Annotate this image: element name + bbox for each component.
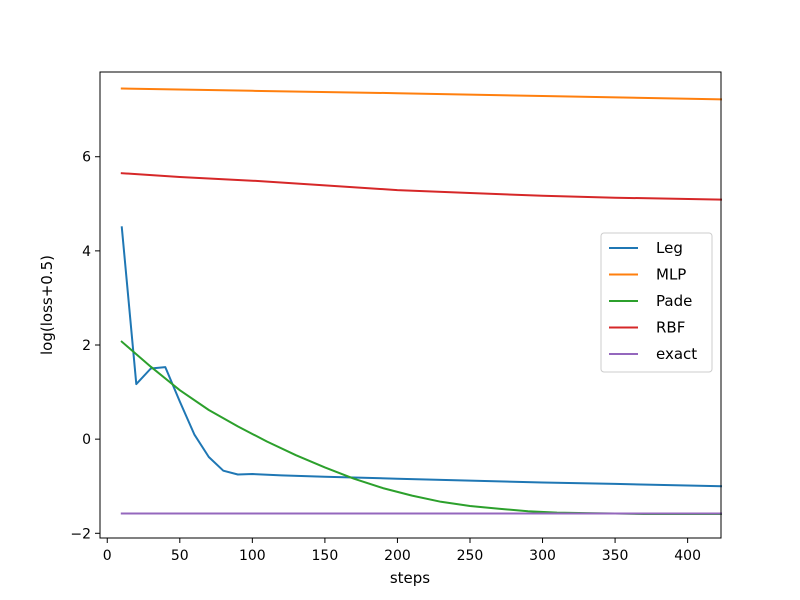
legend-label-mlp: MLP [656, 266, 686, 284]
x-tick-label: 350 [602, 548, 629, 564]
legend-label-exact: exact [656, 345, 697, 363]
x-axis-ticks: 0 50 100 150 200 250 300 350 400 [103, 538, 701, 564]
legend-label-rbf: RBF [656, 319, 685, 337]
x-tick-label: 0 [103, 548, 112, 564]
series-line-rbf [120, 172, 723, 201]
x-tick-label: 250 [457, 548, 484, 564]
x-tick-label: 400 [674, 548, 701, 564]
plot-frame [99, 71, 722, 539]
y-tick-label: 2 [82, 338, 91, 354]
y-axis-ticks: −2 0 2 4 6 [70, 150, 100, 542]
x-tick-label: 200 [384, 548, 411, 564]
y-axis-label: log(loss+0.5) [38, 255, 56, 355]
legend-label-pade: Pade [656, 292, 692, 310]
y-tick-label: −2 [70, 526, 91, 542]
series-layer [120, 87, 723, 515]
x-tick-label: 100 [239, 548, 266, 564]
legend: Leg MLP Pade RBF exact [600, 232, 713, 373]
x-axis-label: steps [390, 569, 430, 587]
series-line-leg [120, 226, 723, 488]
x-tick-label: 50 [171, 548, 189, 564]
series-line-mlp [120, 87, 723, 101]
legend-label-leg: Leg [656, 239, 683, 257]
legend-box [600, 232, 713, 373]
y-tick-label: 4 [82, 244, 91, 260]
y-tick-label: 6 [82, 150, 91, 166]
x-tick-label: 300 [529, 548, 556, 564]
x-tick-label: 150 [312, 548, 339, 564]
y-tick-label: 0 [82, 432, 91, 448]
